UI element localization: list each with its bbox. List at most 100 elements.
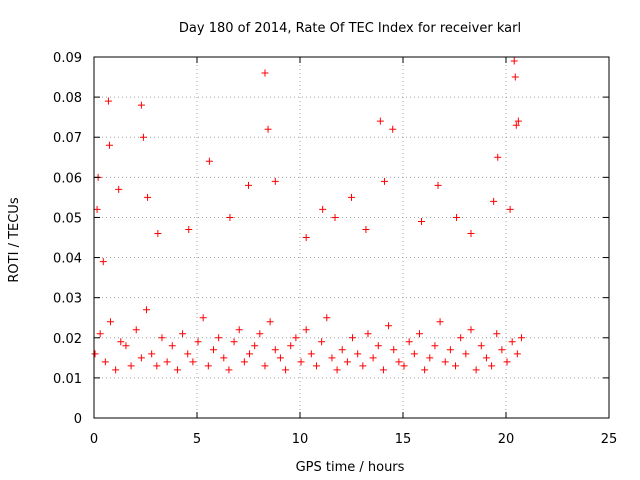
data-point [452, 362, 460, 370]
data-point [93, 205, 101, 213]
data-point [376, 117, 384, 125]
data-point [240, 358, 248, 366]
data-point [462, 350, 470, 358]
data-point [91, 350, 99, 358]
data-point [137, 354, 145, 362]
data-point [514, 117, 522, 125]
data-point [251, 342, 259, 350]
data-point [441, 358, 449, 366]
y-tick-label: 0 [74, 412, 82, 427]
data-point [488, 362, 496, 370]
grid-lines [94, 57, 609, 418]
data-point [158, 334, 166, 342]
data-point [194, 338, 202, 346]
data-point [179, 330, 187, 338]
x-tick-label: 20 [498, 432, 515, 447]
data-point [209, 346, 217, 354]
data-point [215, 334, 223, 342]
data-point [385, 322, 393, 330]
data-point [477, 342, 485, 350]
data-point [508, 338, 516, 346]
data-point [494, 153, 502, 161]
y-tick-label: 0.08 [53, 91, 82, 106]
data-point [101, 358, 109, 366]
data-point [264, 125, 272, 133]
data-point [498, 346, 506, 354]
data-point [115, 185, 123, 193]
data-point [503, 358, 511, 366]
data-point [205, 157, 213, 165]
data-point [261, 362, 269, 370]
data-points [91, 57, 525, 374]
data-point [148, 350, 156, 358]
y-tick-label: 0.01 [53, 372, 82, 387]
data-point [292, 334, 300, 342]
x-tick-label: 10 [292, 432, 309, 447]
data-point [374, 342, 382, 350]
y-tick-labels: 0 0.01 0.02 0.03 0.04 0.05 0.06 0.07 0.08 0.09 [53, 51, 82, 427]
data-point [127, 362, 135, 370]
data-point [410, 350, 418, 358]
data-point [369, 354, 377, 362]
data-point [426, 354, 434, 362]
data-point [434, 181, 442, 189]
data-point [276, 354, 284, 362]
data-point [168, 342, 176, 350]
data-point [359, 362, 367, 370]
data-point [204, 362, 212, 370]
data-point [302, 326, 310, 334]
data-point [105, 141, 113, 149]
x-tick-label: 0 [90, 432, 98, 447]
data-point [189, 358, 197, 366]
data-point [245, 181, 252, 189]
data-point [132, 326, 140, 334]
x-tick-label: 25 [601, 432, 618, 447]
y-tick-label: 0.05 [53, 211, 82, 226]
data-point [154, 229, 162, 237]
data-point [506, 205, 514, 213]
data-point [343, 358, 351, 366]
data-point [364, 330, 372, 338]
data-point [446, 346, 454, 354]
data-point [510, 57, 518, 65]
data-point [312, 362, 320, 370]
data-point [333, 366, 341, 374]
y-tick-label: 0.02 [53, 332, 82, 347]
y-tick-label: 0.09 [53, 51, 82, 66]
data-point [453, 213, 461, 221]
axis-ticks [93, 56, 610, 419]
data-point [349, 334, 357, 342]
data-point [106, 318, 114, 326]
data-point [390, 346, 398, 354]
data-point [348, 193, 355, 201]
data-point [395, 358, 403, 366]
data-point [271, 346, 279, 354]
data-point [338, 346, 346, 354]
data-point [112, 366, 120, 374]
data-point [297, 358, 305, 366]
y-tick-label: 0.06 [53, 171, 82, 186]
data-point [319, 205, 327, 213]
data-point [318, 338, 326, 346]
data-point [418, 217, 426, 225]
data-point [256, 330, 264, 338]
data-point [405, 338, 413, 346]
data-point [225, 366, 233, 374]
data-point [482, 354, 490, 362]
data-point [389, 125, 397, 133]
data-point [379, 366, 387, 374]
data-point [457, 334, 465, 342]
data-point [246, 350, 254, 358]
data-point [380, 177, 388, 185]
data-point [230, 338, 238, 346]
data-point [271, 177, 279, 185]
chart-title: Day 180 of 2014, Rate Of TEC Index for r… [179, 21, 521, 36]
x-tick-label: 15 [395, 432, 412, 447]
data-point [220, 354, 228, 362]
data-point [421, 366, 429, 374]
data-point [99, 258, 107, 266]
x-tick-label: 5 [193, 432, 201, 447]
data-point [431, 342, 439, 350]
data-point [362, 225, 370, 233]
